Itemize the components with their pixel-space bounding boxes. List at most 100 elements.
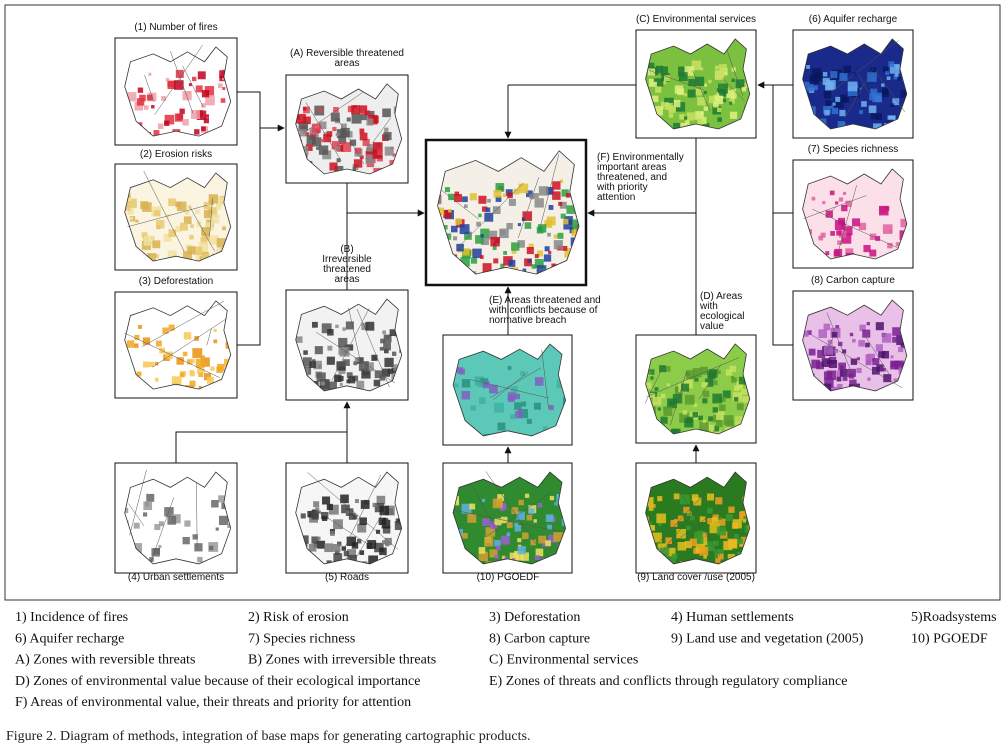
map-cell: [345, 508, 354, 516]
map-cell: [327, 345, 333, 351]
map-cell: [211, 500, 219, 508]
map-cell: [714, 95, 724, 105]
map-cell: [663, 75, 670, 82]
map-cell: [712, 105, 721, 115]
map-cell: [383, 131, 392, 141]
map-cell: [658, 522, 662, 526]
map-cell: [735, 79, 745, 89]
map-cell: [655, 86, 662, 93]
map-cell: [124, 204, 131, 211]
map-cell: [521, 401, 527, 407]
map-cell: [518, 183, 529, 194]
map-cell: [837, 120, 845, 129]
map-cell: [646, 62, 655, 71]
map-cell: [300, 513, 306, 519]
map-cell: [334, 374, 342, 383]
map-cell: [659, 547, 670, 558]
map-cell: [346, 372, 353, 379]
map-cell: [454, 191, 460, 197]
node-label: (7) Species richness: [808, 144, 899, 155]
map-cell: [731, 377, 737, 383]
map-cell: [351, 113, 362, 124]
map-cell: [533, 519, 537, 523]
map-cell: [194, 129, 200, 135]
map-cell: [836, 370, 844, 377]
map-cell: [218, 495, 226, 503]
map-region: [437, 150, 579, 275]
map-cells: [802, 322, 907, 391]
map-cell: [882, 224, 893, 234]
map-cell: [534, 377, 544, 386]
map-cell: [313, 542, 320, 548]
map-cell: [326, 131, 333, 137]
map-cell: [872, 92, 882, 103]
map-cell: [813, 85, 818, 91]
map-cell: [648, 78, 657, 87]
map-cell: [444, 233, 452, 240]
frame: [4, 4, 1001, 601]
map-outline: [645, 343, 751, 435]
map-cell: [824, 383, 832, 391]
map-cell: [571, 229, 579, 237]
map-cell: [655, 65, 664, 74]
map-cell: [856, 367, 862, 374]
map-cell: [680, 122, 687, 129]
map-cell: [892, 98, 900, 106]
map-cell: [192, 534, 198, 540]
map-cell: [667, 557, 676, 564]
map-cell: [871, 366, 880, 375]
map-cell: [876, 364, 884, 372]
map-cell: [174, 80, 184, 90]
node-label: threatened: [323, 264, 371, 275]
map-cell: [881, 350, 890, 359]
map-cell: [216, 366, 223, 373]
map-cell: [366, 143, 375, 152]
map-cell: [686, 511, 692, 517]
map-cell: [674, 85, 684, 94]
map-cell: [729, 101, 733, 105]
map-cell: [168, 198, 176, 207]
map-cell: [683, 93, 688, 97]
map-cell: [712, 517, 719, 524]
map-cell: [702, 419, 706, 423]
map-cell: [900, 90, 907, 98]
map-cell: [697, 118, 704, 125]
map-border: [726, 49, 744, 96]
map-cell: [484, 537, 494, 547]
map-cell: [826, 360, 831, 364]
map-cell: [703, 106, 709, 111]
map-cell: [881, 83, 885, 87]
map-outline: [124, 46, 232, 137]
map-cell: [858, 222, 867, 231]
map-cell: [545, 514, 554, 523]
map-outline: [802, 38, 908, 130]
node-label: (1) Number of fires: [134, 22, 217, 33]
map-cell: [379, 547, 387, 556]
map-border: [646, 357, 740, 397]
map-cell: [203, 373, 211, 381]
map-cell: [693, 531, 703, 541]
map-cell: [803, 81, 814, 92]
map-border: [124, 332, 220, 378]
map-cell: [697, 97, 706, 106]
map-cell: [869, 249, 877, 257]
map-cell: [526, 246, 534, 255]
map-cell: [553, 234, 558, 239]
node-label: (E) Areas threatened and: [489, 295, 601, 306]
map-cell: [384, 127, 389, 132]
map-border: [818, 335, 835, 370]
map-cell: [139, 94, 146, 102]
map-cell: [533, 402, 541, 410]
map-cell: [522, 211, 533, 221]
map-cell: [872, 358, 880, 366]
map-cell: [538, 186, 549, 196]
map-cell: [663, 407, 673, 416]
legend-item: C) Environmental services: [489, 653, 638, 668]
map-cell: [179, 372, 185, 378]
map-cell: [485, 527, 496, 537]
map-cell: [201, 103, 206, 108]
map-cell: [492, 245, 497, 250]
map-cell: [738, 376, 747, 385]
map-cell: [825, 81, 834, 91]
map-cell: [508, 198, 516, 206]
